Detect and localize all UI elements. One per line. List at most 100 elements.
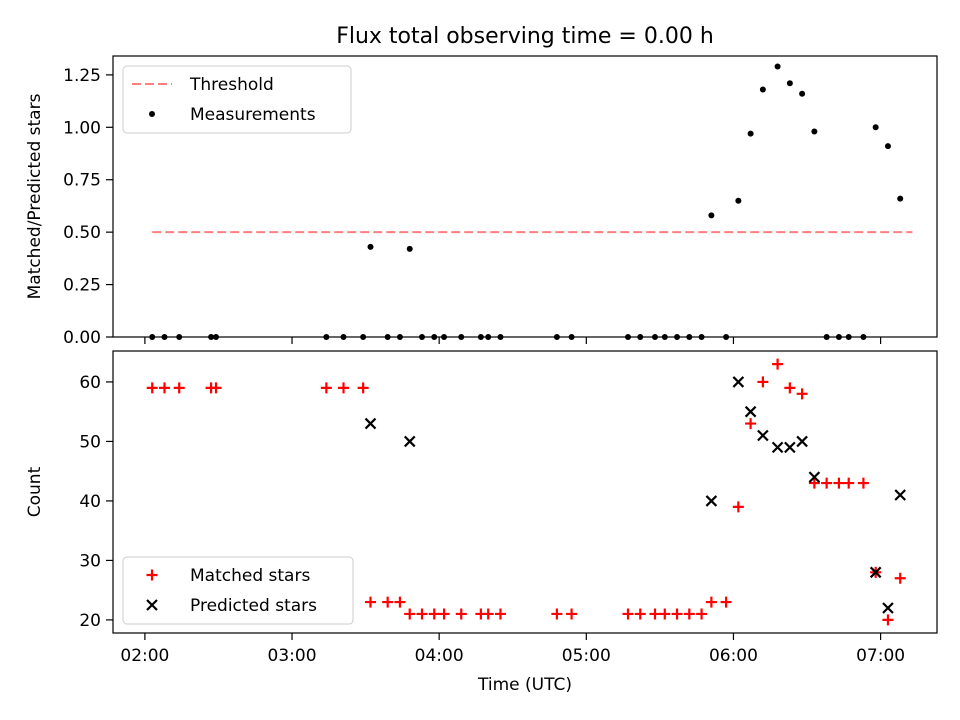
y-tick-label: 20 xyxy=(79,611,101,631)
legend-box xyxy=(122,556,354,625)
predicted-star-point xyxy=(757,429,769,442)
matched-star-point xyxy=(808,477,820,489)
measurement-point xyxy=(774,63,781,70)
top-panel: 0.00 0.25 0.50 0.75 1.00 1.25 Matched/Predicte… xyxy=(25,55,938,348)
legend-predicted-swatch xyxy=(146,599,158,611)
matched-star-point xyxy=(494,608,506,620)
predicted-star-point xyxy=(364,417,377,430)
plot-frame xyxy=(112,350,938,634)
predicted-star-point xyxy=(744,405,757,418)
matched-star-point xyxy=(671,608,683,620)
matched-star-point xyxy=(438,608,450,620)
predicted-star-point xyxy=(732,376,745,388)
matched-star-point xyxy=(857,477,869,489)
y-tick-label: 50 xyxy=(79,432,101,452)
matched-star-point xyxy=(416,608,428,620)
x-tick-label: 07:00 xyxy=(856,646,905,666)
y-tick-label: 0.75 xyxy=(63,171,101,191)
matched-star-point xyxy=(365,596,376,608)
matched-star-point xyxy=(705,596,717,608)
legend: Matched stars Predicted stars xyxy=(122,556,354,625)
y-tick-label: 1.25 xyxy=(63,66,101,86)
matched-star-point xyxy=(320,382,332,394)
legend-label: Matched stars xyxy=(190,566,310,586)
matched-star-point xyxy=(404,608,416,620)
matched-star-point xyxy=(784,382,796,394)
matched-star-point xyxy=(843,477,855,489)
matched-star-point xyxy=(796,388,808,400)
y-tick-label: 0.00 xyxy=(63,328,101,348)
predicted-star-point xyxy=(894,489,906,501)
matched-star-point xyxy=(338,382,350,394)
predicted-star-point xyxy=(882,602,894,614)
bottom-panel: 02:00 03:00 04:00 05:00 06:00 07:00 20 30 40 50 60… xyxy=(25,350,938,695)
legend-label: Measurements xyxy=(190,105,316,125)
x-tick-label: 04:00 xyxy=(415,646,464,666)
y-tick-label: 1.00 xyxy=(63,118,101,138)
measurement-point xyxy=(799,90,806,97)
legend-measurement-swatch xyxy=(149,111,155,117)
matched-star-point xyxy=(173,382,185,394)
matched-star-point xyxy=(482,608,494,620)
matched-star-point xyxy=(159,382,170,394)
matched-star-point xyxy=(428,608,440,620)
predicted-star-point xyxy=(705,495,718,507)
legend-box xyxy=(122,65,352,134)
y-tick-label: 40 xyxy=(79,492,101,512)
y-tick-label: 60 xyxy=(79,373,101,393)
y-tick-label: 0.25 xyxy=(63,276,101,296)
matched-star-point xyxy=(745,418,757,430)
matched-star-point xyxy=(659,608,671,620)
matched-star-point xyxy=(833,477,845,489)
x-tick-label: 02:00 xyxy=(120,646,169,666)
matched-star-point xyxy=(622,608,634,620)
legend-label: Threshold xyxy=(189,75,274,95)
plot-frame xyxy=(112,55,938,338)
measurement-point xyxy=(811,128,818,135)
matched-star-point xyxy=(551,608,563,620)
matched-star-point xyxy=(146,382,158,394)
predicted-star-point xyxy=(784,441,796,454)
measurement-point xyxy=(786,80,793,87)
measurement-point xyxy=(897,195,904,202)
predicted-star-point xyxy=(808,471,821,483)
matched-star-point xyxy=(894,572,906,584)
matched-star-point xyxy=(757,376,769,388)
x-tick-label: 06:00 xyxy=(709,646,758,666)
measurement-point xyxy=(872,124,879,131)
matched-star-point xyxy=(821,477,833,489)
measurement-point xyxy=(367,243,374,250)
predicted-star-point xyxy=(771,441,784,454)
predicted-star-point xyxy=(796,435,808,448)
matched-star-point xyxy=(394,596,406,608)
predicted-star-point xyxy=(869,566,882,579)
y-axis-label: Matched/Predicted stars xyxy=(25,93,45,299)
measurement-point xyxy=(884,143,891,150)
x-axis-label: Time (UTC) xyxy=(477,675,572,695)
measurement-point xyxy=(759,86,766,93)
matched-star-point xyxy=(732,501,744,513)
y-tick-label: 30 xyxy=(79,551,101,571)
chart-title: Flux total observing time = 0.00 h xyxy=(336,24,714,49)
matched-star-point xyxy=(455,608,467,620)
x-tick-label: 03:00 xyxy=(268,646,317,666)
x-tick-label: 05:00 xyxy=(562,646,611,666)
matched-star-point xyxy=(357,382,369,394)
matched-star-point xyxy=(382,596,394,608)
matched-star-point xyxy=(683,608,695,620)
matched-star-point xyxy=(882,614,894,626)
measurement-point xyxy=(406,245,413,252)
measurement-point xyxy=(735,197,742,204)
measurement-point xyxy=(747,130,754,137)
legend-label: Predicted stars xyxy=(190,596,317,616)
matched-star-point xyxy=(634,608,646,620)
y-axis-label: Count xyxy=(25,466,45,517)
matched-star-point xyxy=(566,608,578,620)
matched-star-point xyxy=(696,608,708,620)
matched-star-point xyxy=(772,358,784,370)
legend: Threshold Measurements xyxy=(122,65,352,134)
matched-star-point xyxy=(720,596,732,608)
measurement-point xyxy=(708,212,715,219)
matched-star-point xyxy=(210,382,222,394)
